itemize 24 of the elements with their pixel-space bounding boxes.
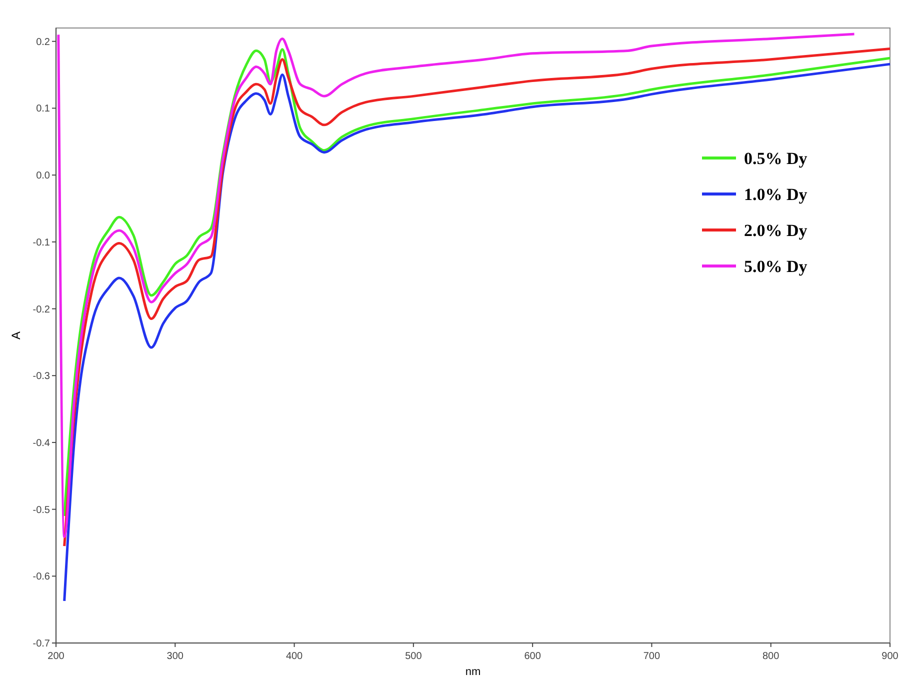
x-tick-label: 500 [405, 651, 422, 662]
y-tick-label: -0.7 [32, 638, 50, 650]
x-tick-label: 800 [762, 651, 780, 662]
y-tick-label: -0.2 [32, 304, 50, 316]
y-tick-label: -0.5 [32, 504, 50, 516]
legend-label: 2.0% Dy [744, 221, 808, 240]
x-axis-title: nm [465, 666, 481, 678]
legend-label: 0.5% Dy [744, 149, 808, 168]
y-axis-title: A [9, 331, 23, 340]
x-tick-label: 300 [166, 651, 184, 662]
y-tick-label: -0.1 [32, 237, 50, 248]
y-tick-label: -0.3 [32, 371, 50, 382]
y-tick-label: 0.2 [36, 36, 50, 48]
y-tick-label: 0.0 [36, 170, 50, 182]
x-tick-label: 600 [524, 651, 542, 662]
y-tick-label: -0.4 [32, 438, 50, 449]
x-tick-label: 200 [48, 651, 65, 662]
y-tick-label: 0.1 [36, 104, 50, 115]
x-tick-label: 700 [643, 651, 660, 662]
legend-label: 1.0% Dy [744, 185, 808, 204]
y-tick-label: -0.6 [32, 572, 50, 583]
x-tick-label: 900 [882, 651, 899, 662]
legend-label: 5.0% Dy [744, 257, 808, 276]
x-tick-label: 400 [286, 651, 304, 662]
